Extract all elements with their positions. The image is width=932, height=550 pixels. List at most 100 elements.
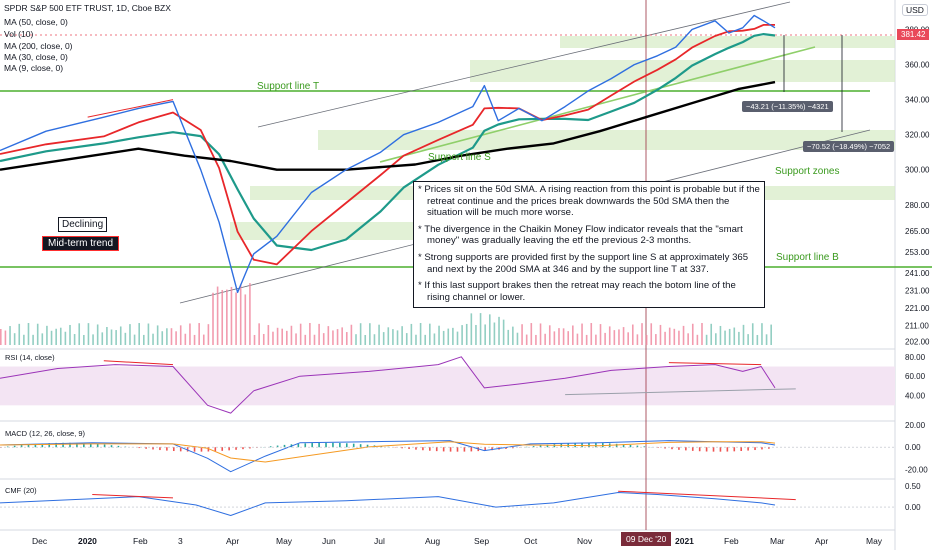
volume-bar [253, 334, 256, 345]
macd-histogram-bar [705, 447, 708, 452]
macd-histogram-bar [235, 447, 237, 450]
volume-bar [322, 333, 325, 345]
volume-bar [678, 330, 680, 345]
volume-bar [161, 331, 164, 345]
ma30-line [0, 23, 775, 266]
volume-bar [710, 323, 713, 345]
volume-bar [369, 323, 371, 345]
y-tick-label: 241.00 [905, 269, 930, 278]
volume-bar [765, 334, 768, 345]
volume-bar [447, 328, 450, 345]
volume-bar [691, 323, 694, 345]
volume-bar [572, 325, 574, 345]
x-tick-label: Dec [32, 536, 48, 546]
volume-bar [55, 328, 57, 345]
volume-bar [553, 331, 556, 345]
volume-bar [226, 289, 228, 345]
volume-bar [636, 334, 639, 345]
volume-bar [392, 329, 394, 345]
volume-bar [475, 324, 477, 345]
volume-bar [687, 333, 689, 345]
macd-histogram-bar [13, 445, 16, 448]
volume-bar [83, 334, 85, 345]
macd-histogram-bar [429, 447, 431, 451]
x-tick-label: Jul [374, 536, 385, 546]
macd-histogram-bar [207, 447, 210, 452]
y-tick-label: 221.00 [905, 304, 930, 313]
y-tick-label: 231.00 [905, 287, 930, 296]
macd-histogram-bar [103, 444, 106, 448]
volume-bar [119, 326, 122, 345]
volume-bar [262, 333, 265, 345]
volume-bar [452, 327, 454, 345]
volume-bar [488, 314, 491, 345]
x-tick-label: Nov [577, 536, 593, 546]
x-tick-label: 2020 [78, 536, 97, 546]
x-tick-label: Jun [322, 536, 336, 546]
volume-bar [212, 292, 214, 345]
volume-bar [742, 324, 745, 345]
macd-histogram-bar [685, 447, 687, 451]
analysis-note: * Prices sit on the 50d SMA. A rising re… [413, 181, 765, 308]
volume-bar [147, 323, 150, 345]
volume-bar [87, 323, 90, 345]
y-tick-label: 265.00 [905, 227, 930, 236]
indicator-ma30[interactable]: MA (30, close, 0) [4, 52, 68, 62]
volume-bar [438, 325, 440, 345]
volume-bar [124, 332, 127, 345]
macd-histogram-bar [20, 445, 23, 448]
volume-bar [69, 324, 71, 345]
volume-bar [664, 331, 666, 345]
volume-bar [345, 332, 348, 345]
volume-bar [539, 323, 542, 345]
macd-histogram-bar [186, 447, 189, 452]
support-line-s-label: Support line S [428, 152, 491, 163]
volume-bar [761, 323, 763, 345]
volume-bar [751, 323, 754, 345]
macd-histogram-bar [62, 442, 64, 448]
volume-bar [498, 316, 500, 345]
macd-histogram-bar [484, 447, 486, 451]
macd-histogram-bar [193, 447, 196, 452]
y-tick-label: 211.00 [905, 322, 929, 331]
macd-histogram-bar [83, 443, 85, 448]
volume-bar [23, 334, 25, 345]
volume-bar [18, 323, 21, 345]
indicator-ma9[interactable]: MA (9, close, 0) [4, 63, 64, 73]
volume-bar [244, 294, 247, 345]
volume-bar [544, 333, 546, 345]
volume-bar [32, 334, 34, 345]
macd-histogram-bar [297, 443, 300, 448]
volume-bar [581, 323, 583, 345]
volume-bar [548, 325, 551, 345]
volume-bar [429, 323, 431, 345]
macd-histogram-bar [311, 443, 313, 448]
y-tick-label: 60.00 [905, 372, 926, 381]
volume-bar [9, 326, 11, 345]
y-tick-label: 0.00 [905, 443, 921, 452]
currency-button[interactable]: USD [902, 4, 928, 16]
volume-bar [101, 332, 104, 345]
x-tick-label: May [276, 536, 293, 546]
macd-histogram-bar [359, 444, 362, 448]
support-line-b-label: Support line B [776, 252, 839, 263]
volume-bar [382, 332, 385, 345]
volume-bar [696, 334, 699, 345]
macd-histogram-bar [55, 442, 57, 448]
x-tick-label: Aug [425, 536, 440, 546]
volume-bar [198, 323, 200, 345]
indicator-ma50[interactable]: MA (50, close, 0) [4, 17, 68, 27]
volume-bar [738, 331, 740, 345]
volume-bar [659, 324, 662, 345]
volume-bar [728, 328, 731, 345]
macd-histogram-bar [726, 447, 729, 452]
macd-histogram-bar [159, 447, 161, 451]
indicator-vol[interactable]: Vol (10) [4, 29, 34, 39]
volume-bar [258, 323, 260, 345]
volume-bar [747, 334, 749, 345]
volume-bar [152, 333, 154, 345]
channel-upper [257, 1, 791, 128]
volume-bar [599, 324, 602, 345]
volume-bar [36, 323, 39, 345]
indicator-ma200[interactable]: MA (200, close, 0) [4, 41, 73, 51]
